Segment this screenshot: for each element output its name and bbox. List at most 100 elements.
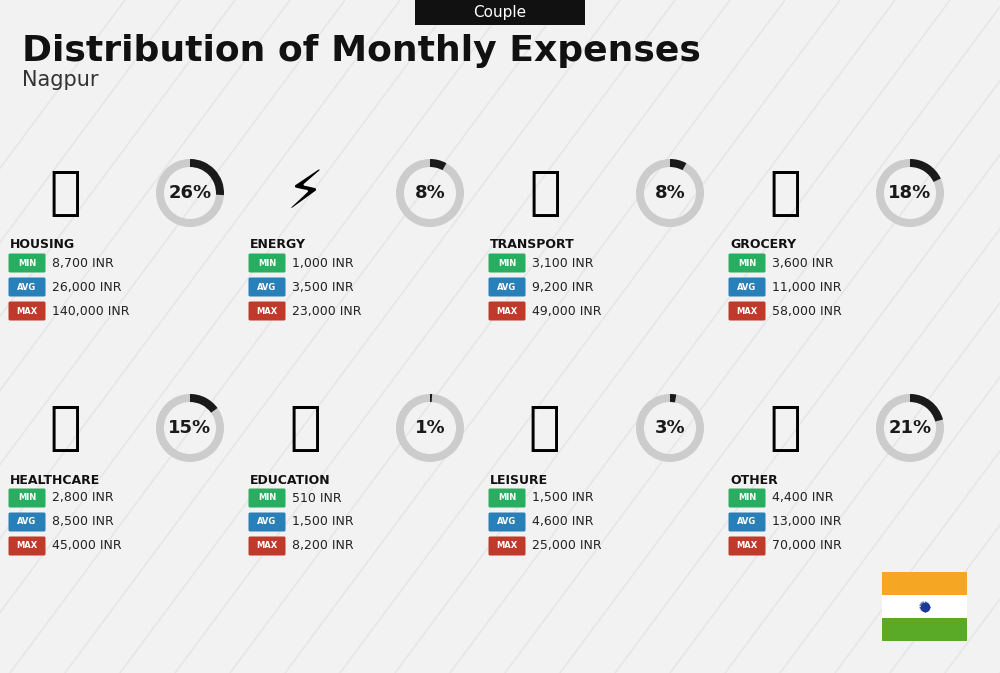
Text: 3%: 3%: [655, 419, 685, 437]
FancyBboxPatch shape: [8, 489, 46, 507]
FancyBboxPatch shape: [882, 618, 967, 641]
FancyBboxPatch shape: [728, 277, 766, 297]
FancyBboxPatch shape: [488, 277, 526, 297]
Text: AVG: AVG: [497, 283, 517, 291]
Text: ENERGY: ENERGY: [250, 238, 306, 252]
Text: MIN: MIN: [18, 493, 36, 503]
Text: 🛍️: 🛍️: [529, 402, 561, 454]
Text: MIN: MIN: [18, 258, 36, 267]
FancyBboxPatch shape: [248, 302, 286, 320]
Wedge shape: [670, 159, 686, 170]
Text: EDUCATION: EDUCATION: [250, 474, 331, 487]
Text: AVG: AVG: [17, 283, 37, 291]
Text: 🫀: 🫀: [49, 402, 81, 454]
Text: 49,000 INR: 49,000 INR: [532, 304, 602, 318]
Text: 4,600 INR: 4,600 INR: [532, 516, 594, 528]
Text: 3,100 INR: 3,100 INR: [532, 256, 594, 269]
Text: AVG: AVG: [497, 518, 517, 526]
Text: 45,000 INR: 45,000 INR: [52, 540, 122, 553]
Text: 18%: 18%: [888, 184, 932, 202]
Wedge shape: [636, 159, 704, 227]
FancyBboxPatch shape: [728, 513, 766, 532]
FancyBboxPatch shape: [8, 254, 46, 273]
Text: 8,700 INR: 8,700 INR: [52, 256, 114, 269]
Text: MIN: MIN: [738, 258, 756, 267]
Wedge shape: [910, 394, 943, 421]
Wedge shape: [156, 159, 224, 227]
Text: 140,000 INR: 140,000 INR: [52, 304, 130, 318]
Text: AVG: AVG: [737, 283, 757, 291]
Text: MAX: MAX: [496, 542, 518, 551]
Wedge shape: [876, 159, 944, 227]
Wedge shape: [190, 394, 218, 413]
FancyBboxPatch shape: [882, 595, 967, 618]
Text: MAX: MAX: [736, 306, 758, 316]
Wedge shape: [190, 159, 224, 195]
Text: GROCERY: GROCERY: [730, 238, 796, 252]
FancyBboxPatch shape: [488, 513, 526, 532]
Wedge shape: [396, 159, 464, 227]
Text: 15%: 15%: [168, 419, 212, 437]
FancyBboxPatch shape: [415, 0, 585, 25]
Text: OTHER: OTHER: [730, 474, 778, 487]
Text: AVG: AVG: [257, 518, 277, 526]
Wedge shape: [430, 394, 432, 402]
Wedge shape: [430, 159, 446, 170]
Text: 3,600 INR: 3,600 INR: [772, 256, 834, 269]
Text: AVG: AVG: [257, 283, 277, 291]
Text: 🏢: 🏢: [49, 167, 81, 219]
Text: MAX: MAX: [16, 306, 38, 316]
Text: 8%: 8%: [655, 184, 685, 202]
Text: MAX: MAX: [256, 542, 278, 551]
Text: 🚌: 🚌: [529, 167, 561, 219]
Wedge shape: [396, 394, 464, 462]
FancyBboxPatch shape: [488, 536, 526, 555]
Wedge shape: [910, 159, 941, 182]
Wedge shape: [156, 394, 224, 462]
Text: HEALTHCARE: HEALTHCARE: [10, 474, 100, 487]
Wedge shape: [876, 394, 944, 462]
Text: HOUSING: HOUSING: [10, 238, 75, 252]
Text: 510 INR: 510 INR: [292, 491, 342, 505]
Text: 25,000 INR: 25,000 INR: [532, 540, 602, 553]
FancyBboxPatch shape: [248, 536, 286, 555]
Text: 1,000 INR: 1,000 INR: [292, 256, 354, 269]
Text: MIN: MIN: [498, 493, 516, 503]
Text: 58,000 INR: 58,000 INR: [772, 304, 842, 318]
Text: ⚡: ⚡: [287, 167, 324, 219]
Text: MIN: MIN: [738, 493, 756, 503]
Text: MIN: MIN: [258, 258, 276, 267]
Text: MAX: MAX: [736, 542, 758, 551]
FancyBboxPatch shape: [728, 536, 766, 555]
Text: Couple: Couple: [473, 5, 527, 20]
Text: Nagpur: Nagpur: [22, 70, 98, 90]
Wedge shape: [670, 394, 676, 402]
Text: 26%: 26%: [168, 184, 212, 202]
FancyBboxPatch shape: [248, 254, 286, 273]
FancyBboxPatch shape: [728, 302, 766, 320]
Text: TRANSPORT: TRANSPORT: [490, 238, 575, 252]
FancyBboxPatch shape: [8, 302, 46, 320]
Text: 8,500 INR: 8,500 INR: [52, 516, 114, 528]
Text: 26,000 INR: 26,000 INR: [52, 281, 122, 293]
FancyBboxPatch shape: [8, 513, 46, 532]
Text: MAX: MAX: [16, 542, 38, 551]
Text: 9,200 INR: 9,200 INR: [532, 281, 594, 293]
Text: 1%: 1%: [415, 419, 445, 437]
FancyBboxPatch shape: [488, 254, 526, 273]
FancyBboxPatch shape: [728, 489, 766, 507]
Text: 13,000 INR: 13,000 INR: [772, 516, 842, 528]
Text: Distribution of Monthly Expenses: Distribution of Monthly Expenses: [22, 34, 701, 68]
Text: 4,400 INR: 4,400 INR: [772, 491, 834, 505]
Text: MIN: MIN: [498, 258, 516, 267]
FancyBboxPatch shape: [248, 513, 286, 532]
Text: MAX: MAX: [496, 306, 518, 316]
FancyBboxPatch shape: [728, 254, 766, 273]
Text: 🎓: 🎓: [289, 402, 321, 454]
FancyBboxPatch shape: [248, 489, 286, 507]
Text: 8%: 8%: [415, 184, 445, 202]
Text: 23,000 INR: 23,000 INR: [292, 304, 362, 318]
Text: LEISURE: LEISURE: [490, 474, 548, 487]
FancyBboxPatch shape: [488, 302, 526, 320]
FancyBboxPatch shape: [248, 277, 286, 297]
